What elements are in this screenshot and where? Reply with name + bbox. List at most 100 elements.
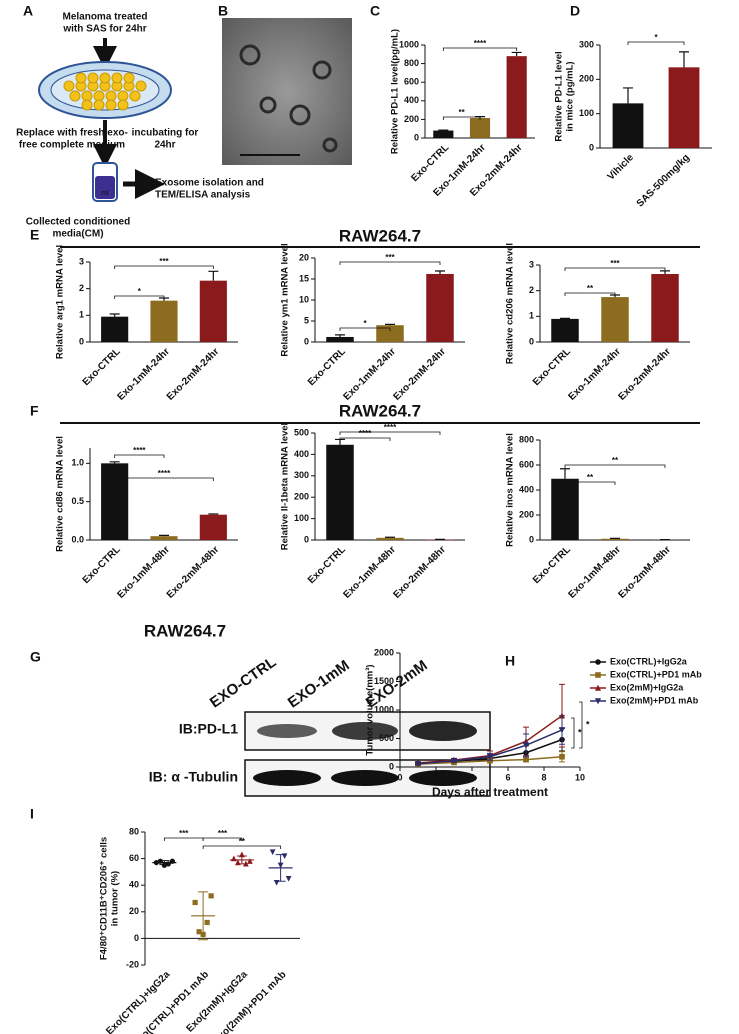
diagram-text: with SAS for 24hr [62,24,146,35]
significance-label: * [578,727,582,737]
x-tick-label: Exo-1mM-24hr [566,346,623,403]
blot-title: RAW264.7 [144,621,226,640]
bar [326,444,354,540]
x-tick-label: Exo-CTRL [306,346,348,388]
significance-bracket [163,837,204,841]
bar [150,536,178,540]
y-tick-label: 1500 [374,676,394,686]
significance-bracket [114,295,165,299]
significance-bracket [627,41,685,45]
marker [486,753,494,761]
y-tick-label: 400 [519,484,534,494]
diagram-text: Exosome isolation and [155,178,264,189]
bar [433,130,454,138]
bar [426,273,454,342]
significance-label: * [363,319,367,328]
x-tick-label: Exo-1mM-48hr [115,544,172,601]
y-tick-label: 500 [379,733,394,743]
significance-bracket [564,267,666,271]
y-tick-label: 80 [129,826,139,836]
significance-bracket [114,265,214,269]
band [253,770,321,786]
tube-liquid [95,176,115,199]
y-tick-label: 0.0 [71,534,84,544]
y-tick-label: 0 [79,336,84,346]
x-tick-label: Exo-2mM-24hr [391,346,448,403]
y-tick-label: 20 [299,252,309,262]
marker [208,893,214,899]
y-tick-label: 400 [404,95,419,105]
y-tick-label: 3 [529,259,534,269]
x-tick-label: Exo-CTRL [81,346,123,388]
bar [601,538,629,540]
error-bar [159,534,169,537]
diagram-text: 24hr [154,140,175,151]
sd-bar [275,854,286,882]
panel-label: E [30,227,39,243]
y-tick-label: 0 [529,534,534,544]
error-bar [560,317,570,319]
significance-bracket [442,47,518,51]
y-tick-label: 0 [304,336,309,346]
x-tick-label: Exo-CTRL [306,544,348,586]
bar [326,336,354,342]
diagram [38,38,172,202]
y-axis-label: Relative PD-L1 level(pg/mL) [390,29,401,154]
marker [269,849,276,856]
y-tick-label: 2 [529,285,534,295]
y-tick-label: 0 [529,336,534,346]
significance-label: ** [587,473,594,482]
panel-label: H [505,653,515,669]
tube-label: ml [101,190,109,197]
marker [247,858,253,864]
significance-bracket [339,437,391,441]
y-tick-label: 40 [129,880,139,890]
bar [101,463,129,540]
y-tick-label: 300 [579,39,594,49]
y-axis-label: Relative cd86 mRNA level [55,436,66,552]
sd-bar [236,855,247,865]
error-bar [385,536,395,538]
y-tick-label: 20 [129,906,139,916]
cell [135,80,147,92]
significance-label: *** [610,259,620,268]
significance-label: ** [587,284,594,293]
y-tick-label: 1000 [399,39,419,49]
bar [551,478,579,540]
bar [469,118,491,138]
x-tick-label: 2 [433,772,438,782]
panel-label: F [30,403,39,419]
x-tick-label: SAS-500mg/kg [635,152,692,209]
x-tick-label: Exo-1mM-24hr [341,346,398,403]
significance-label: **** [158,469,171,478]
marker [414,761,422,768]
significance-label: ** [459,108,466,117]
bar [651,273,679,342]
diagram-text: media(CM) [52,229,103,240]
significance-label: **** [384,423,397,432]
error-bar [679,51,689,68]
y-tick-label: 200 [294,492,309,502]
y-tick-label: 0.5 [71,496,84,506]
significance-label: * [138,287,142,296]
y-tick-label: 0 [389,761,394,771]
y-tick-label: 100 [579,108,594,118]
significance-bracket [114,454,165,458]
y-tick-label: 0 [414,132,419,142]
exosome [259,96,277,114]
x-tick-label: 10 [575,772,585,782]
y-axis-label: Relative ym1 mRNA level [280,243,291,356]
significance-bracket [564,292,616,296]
diagram-text: Melanoma treated [62,12,147,23]
panel-label: A [23,3,33,19]
cell [123,72,135,84]
y-axis-label: Relative PD-L1 level [554,51,565,141]
marker [204,919,210,926]
y-tick-label: 600 [519,459,534,469]
significance-bracket [564,464,666,468]
x-tick-label: Exo-2mM-48hr [165,544,222,601]
significance-bracket [579,701,583,749]
significance-bracket [339,261,441,265]
y-tick-label: 100 [294,513,309,523]
